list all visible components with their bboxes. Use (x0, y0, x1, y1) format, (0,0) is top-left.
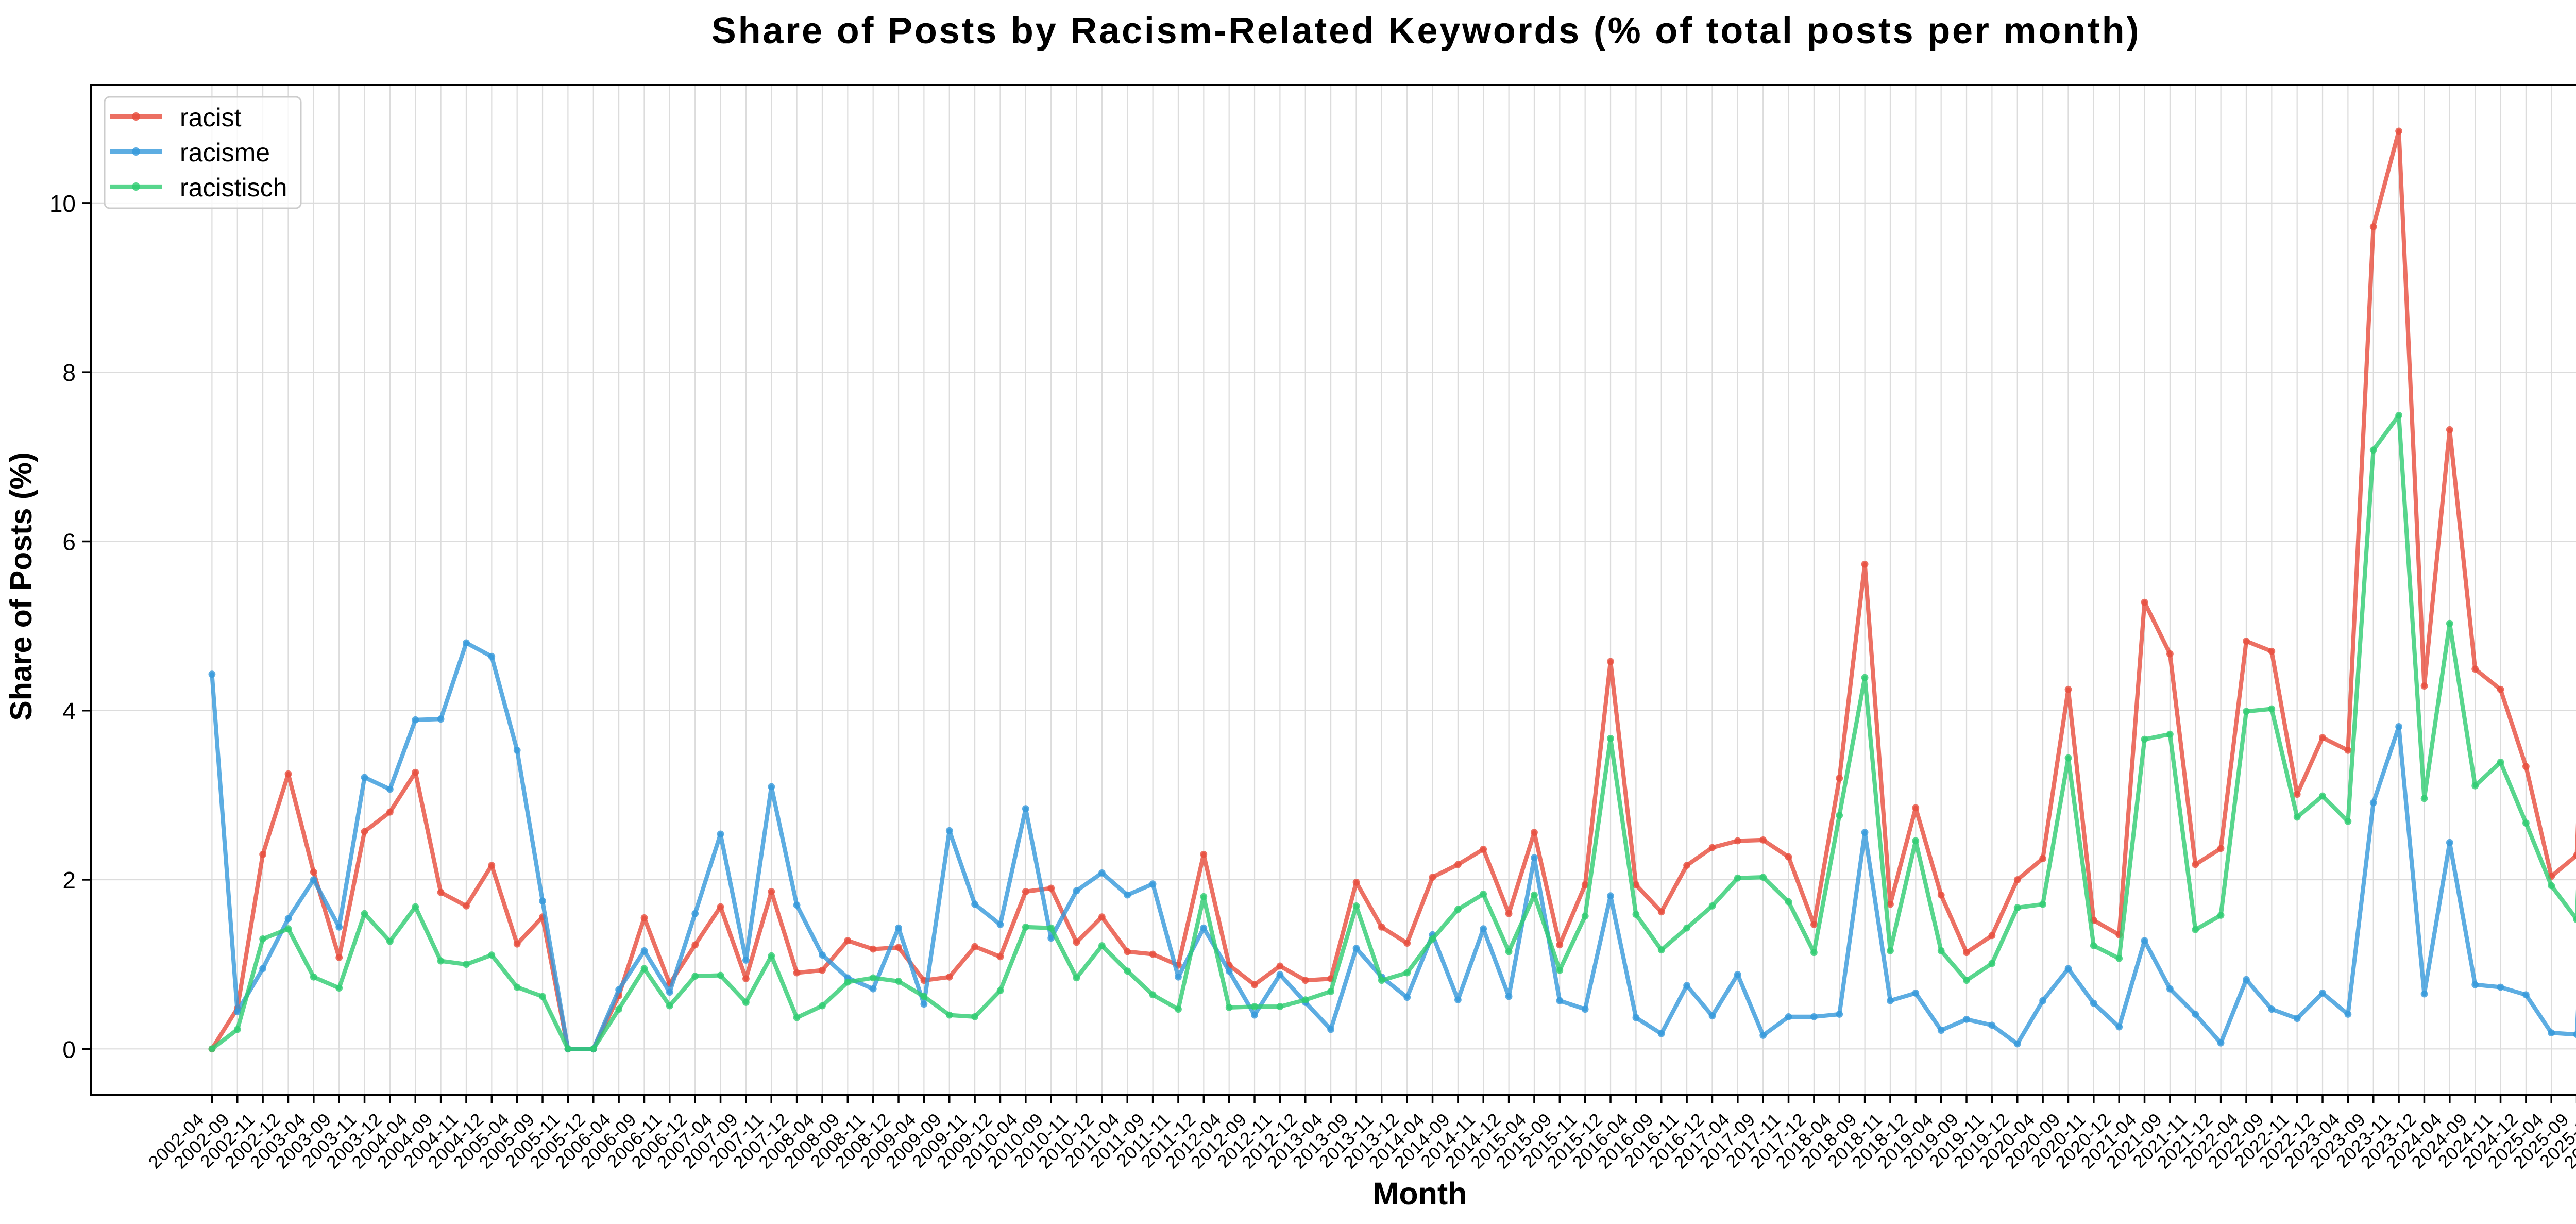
svg-text:racist: racist (180, 103, 242, 132)
svg-text:racistisch: racistisch (180, 173, 287, 202)
svg-text:6: 6 (62, 528, 76, 555)
svg-text:0: 0 (62, 1036, 76, 1063)
svg-text:Share of Posts (%): Share of Posts (%) (4, 452, 38, 720)
svg-text:Month: Month (1373, 1176, 1467, 1211)
svg-text:4: 4 (62, 698, 76, 725)
svg-text:8: 8 (62, 359, 76, 386)
svg-text:2: 2 (62, 867, 76, 894)
svg-text:Share of Posts by Racism-Relat: Share of Posts by Racism-Related Keyword… (711, 10, 2141, 52)
svg-text:10: 10 (49, 190, 76, 217)
svg-text:racisme: racisme (180, 138, 270, 167)
